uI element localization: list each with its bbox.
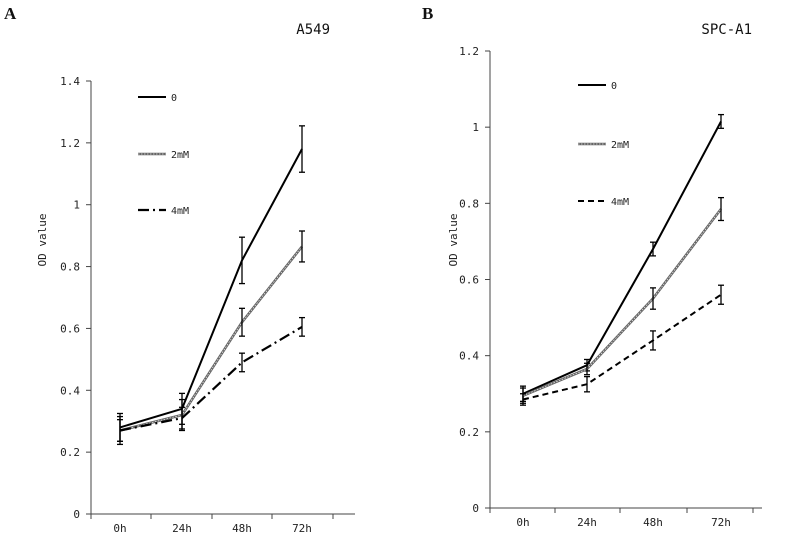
panel-a-y-tick-label: 0 (73, 508, 80, 521)
panel-b-y-tick-label: 0.2 (459, 426, 479, 439)
panel-b-series-2mm-line-inner (522, 208, 722, 397)
panel-b-series-0-line (522, 121, 722, 395)
panel-b-y-tick-label: 0 (472, 502, 479, 515)
panel-a-series-4mm-line (119, 325, 303, 432)
panel-b-x-tick-label: 48h (643, 516, 663, 529)
panel-b-y-tick-label: 0.4 (459, 350, 479, 363)
panel-a-x-tick-label: 48h (232, 522, 252, 535)
panel-b-y-tick-label: 1.2 (459, 45, 479, 58)
panel-b-x-tick-label: 72h (711, 516, 731, 529)
panel-a-title: A549 (296, 22, 330, 38)
panel-a-y-tick-label: 0.4 (60, 384, 80, 397)
panel-a-series-2mm-line-inner (119, 246, 303, 431)
panel-a-y-tick-label: 0.8 (60, 261, 80, 274)
panel-b-legend-label: 2mM (611, 140, 629, 151)
panel-a-legend-label: 4mM (171, 206, 189, 217)
panel-b-y-tick-label: 1 (472, 121, 479, 134)
panel-b-legend-label: 4mM (611, 197, 629, 208)
panel-b-series-4mm-line (522, 293, 722, 401)
panel-b-title: SPC-A1 (701, 22, 752, 38)
panel-b-y-tick-label: 0.6 (459, 274, 479, 287)
panel-b-x-tick-label: 24h (577, 516, 597, 529)
panel-b-y-axis-label: OD value (447, 214, 460, 267)
panel-b-x-tick-label: 0h (516, 516, 529, 529)
panel-a-y-axis-label: OD value (36, 214, 49, 267)
panel-a-x-tick-label: 24h (172, 522, 192, 535)
panel-a-legend-label: 2mM (171, 150, 189, 161)
panel-b-y-tick-label: 0.8 (459, 197, 479, 210)
panel-a-y-tick-label: 1.4 (60, 75, 80, 88)
panel-b-legend-label: 0 (611, 81, 617, 92)
panel-a-y-tick-label: 0.6 (60, 322, 80, 335)
panel-b-label: B (422, 4, 433, 23)
panel-a-x-tick-label: 0h (113, 522, 126, 535)
panel-a-label: A (4, 4, 17, 23)
panel-a-y-tick-label: 1 (73, 199, 80, 212)
panel-a-x-tick-label: 72h (292, 522, 312, 535)
panel-a-y-tick-label: 1.2 (60, 137, 80, 150)
panel-a-legend-label: 0 (171, 93, 177, 104)
panel-a-series-0-line (119, 148, 303, 429)
panel-a-y-tick-label: 0.2 (60, 446, 80, 459)
